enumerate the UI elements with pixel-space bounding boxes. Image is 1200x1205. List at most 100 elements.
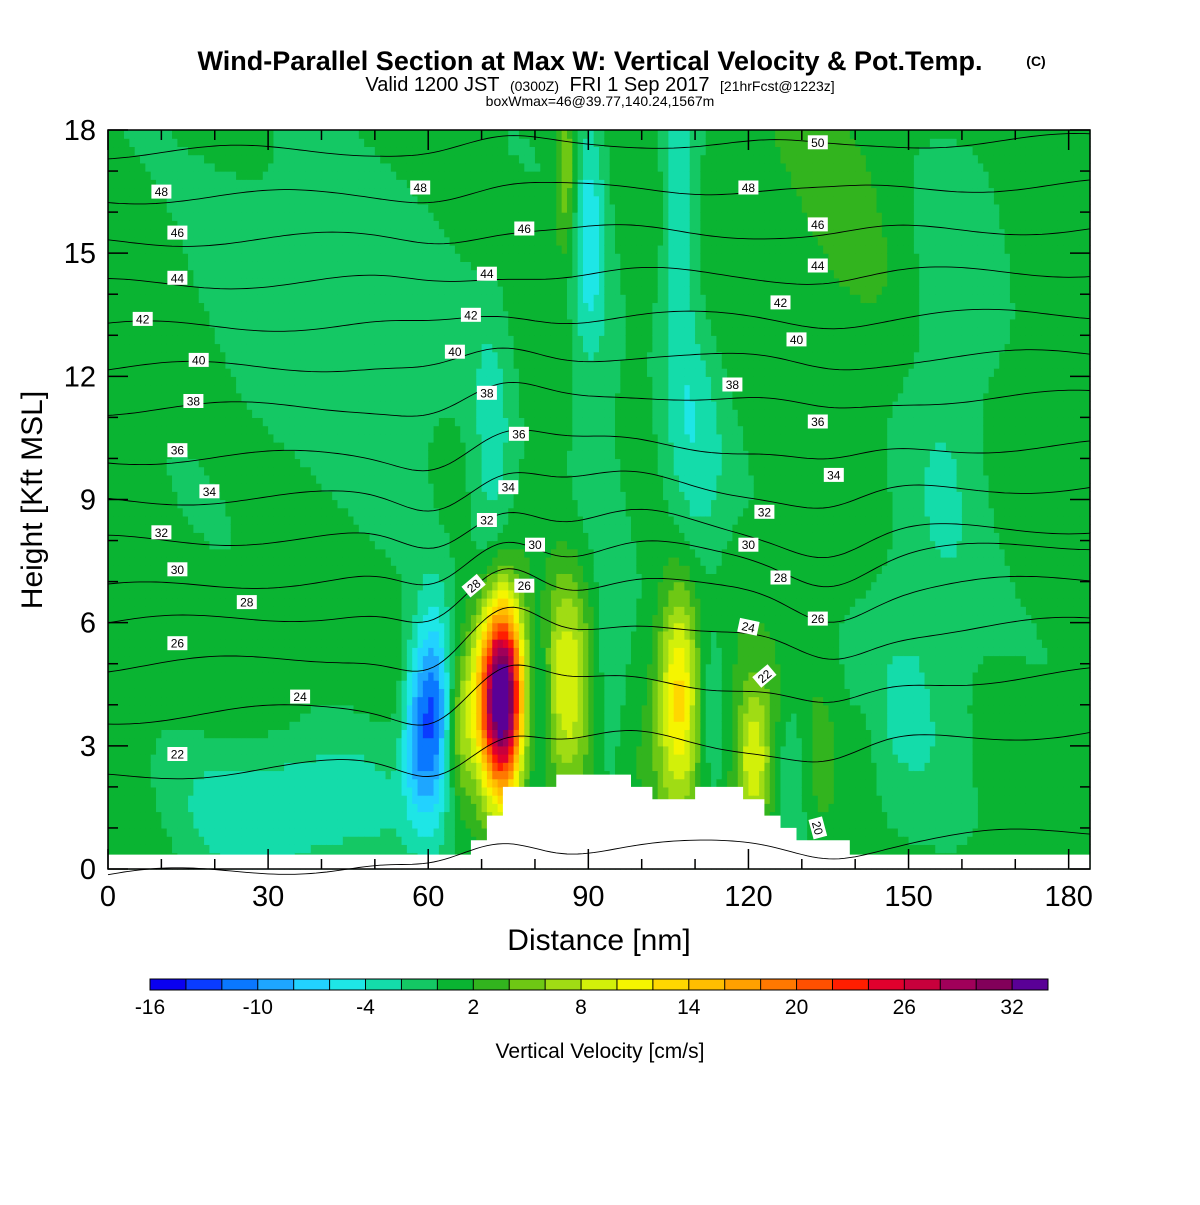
- velocity-cell: [311, 483, 317, 492]
- velocity-cell: [199, 196, 205, 205]
- velocity-cell: [247, 812, 253, 821]
- velocity-cell: [204, 754, 210, 763]
- velocity-cell: [241, 229, 247, 238]
- velocity-cell: [380, 664, 386, 673]
- velocity-cell: [204, 508, 210, 517]
- velocity-cell: [268, 688, 274, 697]
- velocity-cell: [231, 549, 237, 558]
- velocity-cell: [124, 311, 130, 320]
- velocity-cell: [209, 409, 215, 418]
- velocity-cell: [215, 631, 221, 640]
- velocity-cell: [370, 647, 376, 656]
- velocity-cell: [321, 385, 327, 394]
- velocity-cell: [220, 598, 226, 607]
- velocity-cell: [268, 163, 274, 172]
- velocity-cell: [161, 204, 167, 213]
- velocity-cell: [177, 319, 183, 328]
- velocity-cell: [172, 196, 178, 205]
- velocity-cell: [135, 672, 141, 681]
- velocity-cell: [140, 664, 146, 673]
- velocity-cell: [332, 204, 338, 213]
- velocity-cell: [151, 828, 157, 837]
- velocity-cell: [348, 146, 354, 155]
- velocity-cell: [311, 779, 317, 788]
- velocity-cell: [241, 261, 247, 270]
- velocity-cell: [289, 261, 295, 270]
- velocity-cell: [391, 565, 397, 574]
- velocity-cell: [241, 508, 247, 517]
- velocity-cell: [386, 812, 392, 821]
- velocity-cell: [305, 549, 311, 558]
- velocity-cell: [167, 779, 173, 788]
- velocity-cell: [327, 762, 333, 771]
- velocity-cell: [311, 179, 317, 188]
- velocity-cell: [337, 286, 343, 295]
- velocity-cell: [188, 664, 194, 673]
- velocity-cell: [113, 729, 119, 738]
- velocity-cell: [113, 508, 119, 517]
- velocity-cell: [183, 253, 189, 262]
- velocity-cell: [295, 302, 301, 311]
- velocity-cell: [268, 458, 274, 467]
- velocity-cell: [396, 335, 402, 344]
- velocity-cell: [177, 844, 183, 853]
- velocity-cell: [354, 417, 360, 426]
- velocity-cell: [241, 573, 247, 582]
- velocity-cell: [151, 434, 157, 443]
- velocity-cell: [108, 680, 114, 689]
- velocity-cell: [284, 187, 290, 196]
- velocity-cell: [129, 729, 135, 738]
- velocity-cell: [332, 311, 338, 320]
- velocity-cell: [177, 352, 183, 361]
- velocity-cell: [247, 393, 253, 402]
- velocity-cell: [151, 729, 157, 738]
- velocity-cell: [263, 557, 269, 566]
- velocity-cell: [273, 746, 279, 755]
- velocity-cell: [167, 820, 173, 829]
- velocity-cell: [209, 237, 215, 246]
- velocity-cell: [359, 754, 365, 763]
- velocity-cell: [354, 500, 360, 509]
- velocity-cell: [193, 721, 199, 730]
- velocity-cell: [151, 762, 157, 771]
- velocity-cell: [193, 795, 199, 804]
- velocity-cell: [375, 146, 381, 155]
- velocity-cell: [279, 631, 285, 640]
- velocity-cell: [209, 779, 215, 788]
- velocity-cell: [295, 516, 301, 525]
- velocity-cell: [316, 385, 322, 394]
- velocity-cell: [316, 360, 322, 369]
- velocity-cell: [391, 294, 397, 303]
- velocity-cell: [241, 836, 247, 845]
- velocity-cell: [172, 163, 178, 172]
- velocity-cell: [316, 688, 322, 697]
- velocity-cell: [108, 302, 114, 311]
- velocity-cell: [364, 302, 370, 311]
- velocity-cell: [391, 647, 397, 656]
- velocity-cell: [359, 820, 365, 829]
- velocity-cell: [156, 729, 162, 738]
- velocity-cell: [172, 787, 178, 796]
- velocity-cell: [193, 204, 199, 213]
- velocity-cell: [236, 401, 242, 410]
- velocity-cell: [156, 163, 162, 172]
- velocity-cell: [119, 393, 125, 402]
- velocity-cell: [156, 155, 162, 164]
- velocity-cell: [220, 261, 226, 270]
- velocity-cell: [156, 754, 162, 763]
- velocity-cell: [156, 795, 162, 804]
- velocity-cell: [295, 844, 301, 853]
- velocity-cell: [364, 130, 370, 139]
- velocity-cell: [263, 196, 269, 205]
- velocity-cell: [172, 352, 178, 361]
- velocity-cell: [135, 491, 141, 500]
- velocity-cell: [129, 360, 135, 369]
- velocity-cell: [279, 508, 285, 517]
- velocity-cell: [193, 713, 199, 722]
- velocity-cell: [241, 179, 247, 188]
- velocity-cell: [305, 360, 311, 369]
- velocity-cell: [108, 549, 114, 558]
- velocity-cell: [273, 130, 279, 139]
- velocity-cell: [284, 508, 290, 517]
- velocity-cell: [209, 672, 215, 681]
